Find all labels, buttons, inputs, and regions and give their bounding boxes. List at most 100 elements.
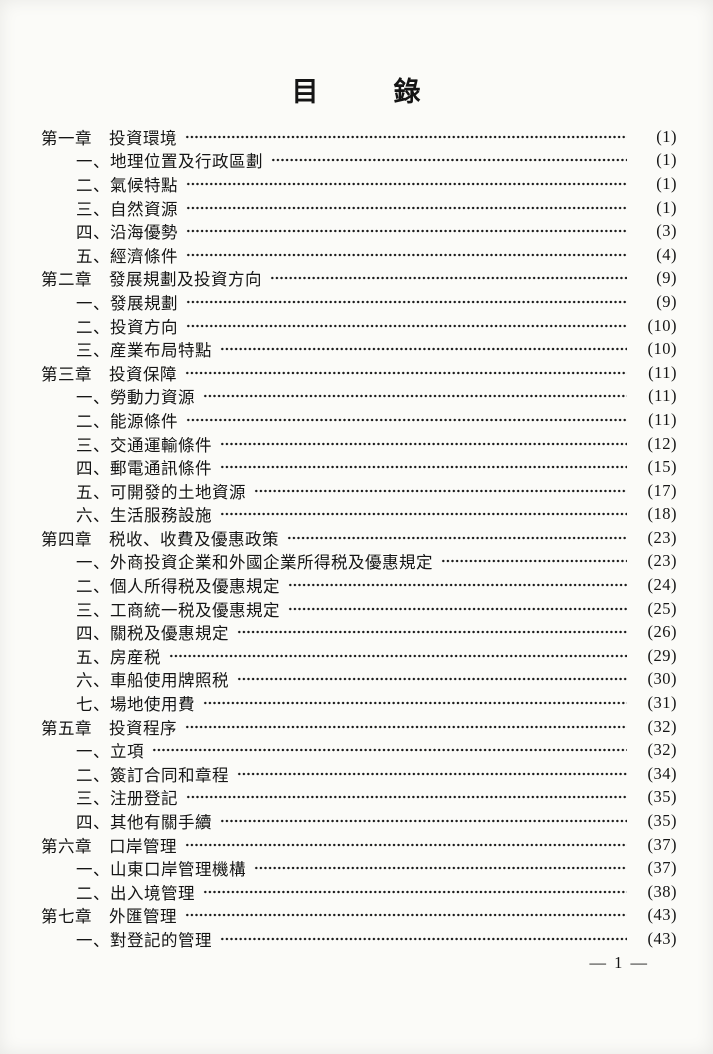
dot-leader: [152, 745, 627, 756]
dot-leader: [186, 296, 627, 307]
dot-leader: [220, 344, 627, 355]
toc-entry: 四、其他有關手續 (35): [41, 809, 677, 833]
toc-entry-page: (11): [648, 362, 677, 382]
dot-leader: [220, 509, 627, 520]
toc-entry-title: 第四章 税收、收費及優惠政策: [41, 529, 279, 549]
page-title: 目 錄: [0, 70, 713, 109]
toc-entry-title: 五、經濟條件: [76, 246, 178, 266]
toc-entry: 第三章 投資保障 (11): [41, 361, 677, 385]
toc-entry-title: 一、山東口岸管理機構: [76, 860, 246, 880]
dot-leader: [186, 320, 627, 331]
toc-entry: 第二章 發展規劃及投資方向 (9): [41, 267, 677, 291]
toc-entry-page: (1): [656, 126, 677, 146]
toc-entry-page: (9): [656, 268, 677, 288]
dot-leader: [169, 650, 627, 661]
toc-entry-title: 第七章 外匯管理: [41, 907, 177, 927]
toc-entry-title: 三、自然資源: [76, 199, 178, 219]
toc-entry: 一、地理位置及行政區劃 (1): [41, 149, 677, 173]
toc-entry-page: (18): [647, 504, 677, 524]
dot-leader: [288, 603, 627, 614]
toc-list: 第一章 投資環境 (1) 一、地理位置及行政區劃 (1) 二、氣候特點 (1) …: [41, 125, 677, 951]
toc-entry-page: (37): [647, 858, 677, 878]
toc-entry: 六、生活服務設施 (18): [41, 503, 677, 527]
toc-entry-page: (11): [648, 409, 677, 429]
dot-leader: [237, 768, 627, 779]
toc-entry-page: (43): [647, 905, 677, 925]
dot-leader: [287, 532, 627, 543]
toc-entry-page: (23): [647, 527, 677, 547]
toc-entry-title: 一、立項: [76, 742, 144, 762]
toc-entry: 三、交通運輸條件 (12): [41, 432, 677, 456]
toc-entry-title: 二、出入境管理: [76, 883, 195, 903]
toc-entry-title: 四、郵電通訊條件: [76, 459, 212, 479]
toc-entry: 第四章 税收、收費及優惠政策 (23): [41, 526, 677, 550]
toc-entry-title: 第五章 投資程序: [41, 718, 177, 738]
toc-entry-title: 二、投資方向: [76, 317, 178, 337]
dot-leader: [185, 839, 627, 850]
toc-entry-title: 三、注册登記: [76, 789, 178, 809]
toc-entry-title: 一、對登記的管理: [76, 930, 212, 950]
toc-entry-page: (11): [648, 386, 677, 406]
toc-entry: 二、能源條件 (11): [41, 408, 677, 432]
dot-leader: [237, 674, 627, 685]
toc-entry-title: 五、房産税: [76, 647, 161, 667]
toc-entry-title: 第三章 投資保障: [41, 364, 177, 384]
dot-leader: [203, 391, 627, 402]
toc-entry-title: 一、發展規劃: [76, 293, 178, 313]
toc-entry-page: (1): [656, 150, 677, 170]
toc-entry: 七、場地使用費 (31): [41, 691, 677, 715]
toc-entry-page: (31): [647, 693, 677, 713]
toc-entry-title: 六、生活服務設施: [76, 506, 212, 526]
dot-leader: [271, 155, 627, 166]
dot-leader: [220, 816, 627, 827]
toc-entry-title: 二、氣候特點: [76, 175, 178, 195]
toc-entry-title: 一、勞動力資源: [76, 388, 195, 408]
toc-entry-title: 二、能源條件: [76, 411, 178, 431]
toc-entry: 二、出入境管理 (38): [41, 880, 677, 904]
toc-entry: 二、個人所得税及優惠規定 (24): [41, 573, 677, 597]
title-char-right: 錄: [393, 77, 422, 107]
toc-entry-page: (29): [647, 645, 677, 665]
toc-entry-title: 四、沿海優勢: [76, 223, 178, 243]
toc-entry-title: 四、關税及優惠規定: [76, 624, 229, 644]
toc-entry: 五、可開發的土地資源 (17): [41, 479, 677, 503]
dot-leader: [185, 721, 627, 732]
dot-leader: [203, 698, 627, 709]
dot-leader: [237, 627, 627, 638]
toc-entry: 一、發展規劃 (9): [41, 290, 677, 314]
toc-entry-page: (23): [647, 551, 677, 571]
toc-entry-page: (4): [656, 244, 677, 264]
toc-entry-title: 二、個人所得税及優惠規定: [76, 577, 280, 597]
toc-entry: 第五章 投資程序 (32): [41, 715, 677, 739]
toc-entry-page: (35): [647, 811, 677, 831]
toc-entry-page: (38): [647, 881, 677, 901]
toc-entry-page: (10): [647, 315, 677, 335]
toc-entry: 三、産業布局特點 (10): [41, 337, 677, 361]
toc-entry-page: (26): [647, 622, 677, 642]
dot-leader: [220, 438, 627, 449]
dot-leader: [441, 556, 627, 567]
toc-entry-title: 三、交通運輸條件: [76, 435, 212, 455]
toc-entry: 一、對登記的管理 (43): [41, 927, 677, 951]
toc-entry-page: (10): [647, 339, 677, 359]
toc-entry: 三、工商統一税及優惠規定 (25): [41, 597, 677, 621]
toc-entry-page: (1): [656, 197, 677, 217]
toc-entry: 一、勞動力資源 (11): [41, 385, 677, 409]
toc-entry: 一、山東口岸管理機構 (37): [41, 856, 677, 880]
dot-leader: [288, 580, 627, 591]
toc-entry-page: (17): [647, 480, 677, 500]
toc-entry-title: 二、簽訂合同和章程: [76, 765, 229, 785]
toc-entry-page: (12): [647, 433, 677, 453]
dot-leader: [220, 462, 627, 473]
toc-entry-title: 一、地理位置及行政區劃: [76, 152, 263, 172]
dot-leader: [203, 886, 627, 897]
page-number-footer: — 1 —: [589, 953, 649, 972]
toc-entry: 一、立項 (32): [41, 738, 677, 762]
dot-leader: [185, 910, 627, 921]
toc-entry-page: (9): [656, 291, 677, 311]
toc-entry-title: 三、工商統一税及優惠規定: [76, 600, 280, 620]
dot-leader: [186, 226, 627, 237]
toc-entry-page: (32): [647, 716, 677, 736]
toc-entry: 四、郵電通訊條件 (15): [41, 455, 677, 479]
